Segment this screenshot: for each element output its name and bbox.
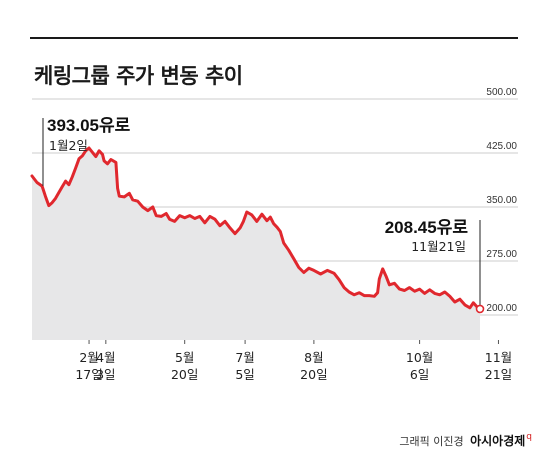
x-tick-label: 5일 xyxy=(235,367,254,382)
x-tick-label: 21일 xyxy=(485,367,512,382)
y-tick-label: 350.00 xyxy=(486,195,517,206)
credit: 그래픽 이진경 아시아경제q xyxy=(399,432,532,449)
brand-logo: 아시아경제 xyxy=(470,434,526,448)
graphic-credit: 그래픽 이진경 xyxy=(399,435,464,448)
x-tick-label: 17일 xyxy=(75,367,102,382)
y-axis-ticks: 500.00 425.00 350.00 275.00 200.00 xyxy=(486,87,517,314)
x-tick-label: 6일 xyxy=(410,367,429,382)
x-tick-label: 10월 xyxy=(406,350,433,365)
x-tick-label: 7월 xyxy=(235,350,254,365)
x-tick-label: 4월 xyxy=(96,350,115,365)
x-tick-label: 11월 xyxy=(485,350,512,365)
price-line xyxy=(30,146,482,311)
start-date-label: 1월2일 xyxy=(49,138,88,153)
x-tick-label: 2월 xyxy=(79,350,98,365)
price-area xyxy=(32,148,480,340)
x-tick-label: 20일 xyxy=(300,367,327,382)
y-tick-label: 500.00 xyxy=(486,87,517,98)
x-tick-label: 20일 xyxy=(171,367,198,382)
y-tick-label: 425.00 xyxy=(486,141,517,152)
title-rule xyxy=(30,37,518,39)
brand-mark: q xyxy=(526,432,532,442)
start-value-label: 393.05유로 xyxy=(47,116,131,135)
y-tick-label: 200.00 xyxy=(486,303,517,314)
x-tick-label: 8월 xyxy=(304,350,323,365)
x-tick-label: 3일 xyxy=(96,367,115,382)
x-tick-label: 5월 xyxy=(175,350,194,365)
end-date-label: 11월21일 xyxy=(411,239,466,254)
x-axis-ticks: 2월 17일 4월 3일 5월 20일 7월 5일 8월 20일 10월 6일 11월 21일 xyxy=(75,340,512,382)
end-point-marker xyxy=(475,304,485,314)
y-tick-label: 275.00 xyxy=(486,249,517,260)
chart-title: 케링그룹 주가 변동 추이 xyxy=(34,64,243,88)
end-value-label: 208.45유로 xyxy=(385,218,469,237)
